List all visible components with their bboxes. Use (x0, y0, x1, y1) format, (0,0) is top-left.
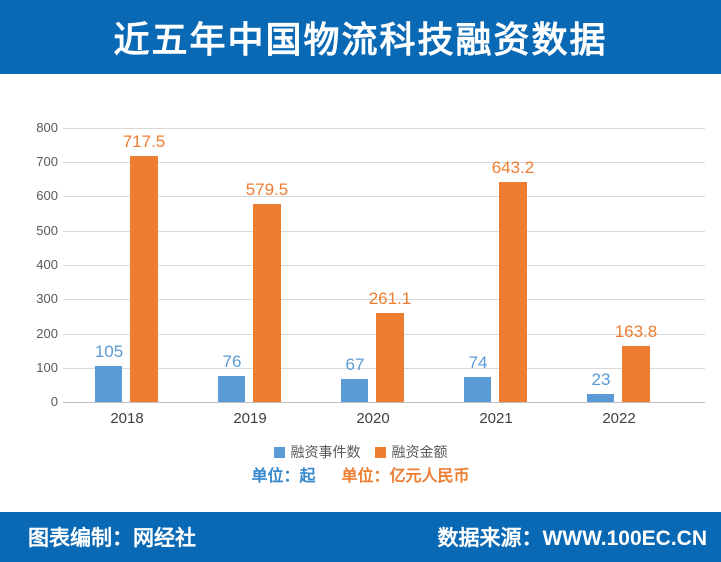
bar-value-label-amount: 643.2 (491, 158, 535, 177)
y-axis-tick-label: 600 (36, 188, 58, 203)
legend-item: 融资金额 (374, 442, 448, 462)
x-axis-category-label: 2021 (479, 410, 513, 427)
chart-title: 近五年中国物流科技融资数据 (113, 19, 608, 60)
y-axis-tick-label: 500 (36, 223, 58, 238)
bar-value-label-events: 76 (222, 352, 242, 371)
bar-amount (499, 182, 527, 402)
gridline (63, 128, 705, 129)
bar-value-label-events: 23 (591, 370, 611, 389)
legend-item-label: 融资事件数 (290, 444, 361, 460)
y-axis-tick-label: 400 (36, 257, 58, 272)
footer-source: 数据来源：WWW.100EC.CN (437, 527, 707, 550)
bar-events (218, 376, 245, 402)
bar-value-label-events: 74 (468, 353, 488, 372)
y-axis-tick-label: 800 (36, 120, 58, 135)
units-row: 单位：起 单位：亿元人民币 (0, 462, 721, 486)
bar-events (95, 366, 122, 402)
bar-amount (130, 156, 158, 402)
bar-value-label-events: 105 (94, 342, 124, 361)
gridline (63, 299, 705, 300)
bar-amount (253, 204, 281, 402)
gridline (63, 162, 705, 163)
bar-value-label-amount: 579.5 (245, 180, 289, 199)
bar-value-label-events: 67 (345, 355, 365, 374)
unit-label-events: 单位：起 (251, 468, 316, 485)
footer-banner: 图表编制：网经社 数据来源：WWW.100EC.CN (0, 512, 721, 562)
x-axis-category-label: 2018 (110, 410, 144, 427)
bar-events (464, 377, 491, 402)
gridline (63, 196, 705, 197)
y-axis-tick-label: 200 (36, 326, 58, 341)
header-banner: 近五年中国物流科技融资数据 (0, 0, 721, 74)
y-axis-tick-label: 0 (50, 394, 58, 409)
gridline (63, 402, 705, 403)
bar-value-label-amount: 261.1 (368, 289, 412, 308)
bar-amount (622, 346, 650, 402)
legend: 融资事件数 融资金额 (0, 442, 721, 462)
y-axis-tick-label: 300 (36, 291, 58, 306)
y-axis-tick-label: 700 (36, 154, 58, 169)
gridline (63, 231, 705, 232)
legend-item: 融资事件数 (273, 442, 361, 462)
bar-events (341, 379, 368, 402)
bar-amount (376, 313, 404, 402)
legend-item-label: 融资金额 (391, 444, 448, 460)
bar-value-label-amount: 717.5 (122, 132, 166, 151)
x-axis-category-label: 2022 (602, 410, 636, 427)
gridline (63, 265, 705, 266)
bar-events (587, 394, 614, 402)
y-axis-tick-label: 100 (36, 360, 58, 375)
bar-value-label-amount: 163.8 (614, 322, 658, 341)
legend-swatch-amount-icon (374, 446, 386, 458)
x-axis-category-label: 2020 (356, 410, 390, 427)
unit-label-amount: 单位：亿元人民币 (341, 468, 470, 485)
legend-swatch-events-icon (273, 446, 285, 458)
x-axis-category-label: 2019 (233, 410, 267, 427)
footer-credit: 图表编制：网经社 (28, 527, 196, 550)
